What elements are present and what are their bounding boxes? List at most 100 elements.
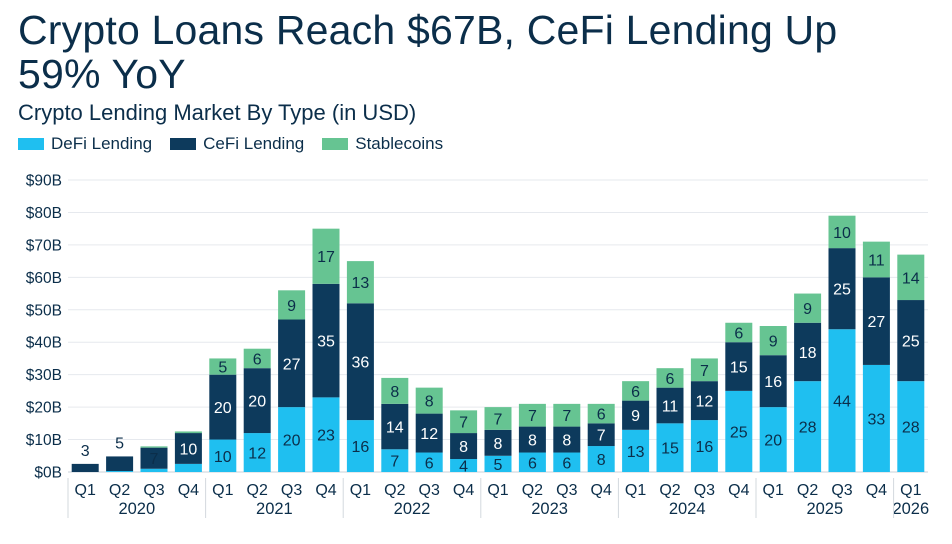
bar-segment-stablecoins — [381, 377, 409, 404]
bar-segment-defi — [828, 329, 856, 472]
x-tick-label: Q2 — [247, 482, 268, 499]
chart-title: Crypto Loans Reach $67B, CeFi Lending Up… — [18, 7, 838, 97]
data-label: 7 — [700, 363, 709, 380]
bar-segment-defi — [174, 463, 202, 472]
bar-segment-stablecoins — [518, 403, 546, 427]
y-tick-label: $70B — [26, 237, 62, 254]
legend-label-defi: DeFi Lending — [51, 134, 153, 153]
data-label: 11 — [662, 398, 679, 415]
x-tick-label: Q1 — [763, 482, 784, 499]
x-tick-label: Q3 — [694, 482, 715, 499]
bar-segment-cefi — [622, 400, 650, 430]
bar-segment-stablecoins — [690, 358, 718, 382]
data-label: 13 — [627, 444, 645, 461]
bar-segment-cefi — [346, 303, 374, 421]
data-label: 8 — [562, 433, 571, 450]
data-label: 7 — [390, 454, 399, 471]
data-label: 27 — [868, 314, 886, 331]
bar-segment-cefi — [71, 463, 99, 472]
data-label: 6 — [597, 407, 606, 424]
data-label: 5 — [115, 435, 124, 452]
bar-segment-stablecoins — [553, 403, 581, 427]
bar-segment-stablecoins — [243, 348, 271, 369]
bar-segment-cefi — [656, 387, 684, 424]
data-label: 6 — [666, 371, 675, 388]
x-tick-label: Q4 — [315, 482, 336, 499]
bar-segment-defi — [209, 439, 237, 472]
data-label: 36 — [352, 355, 370, 372]
year-label: 2025 — [806, 500, 843, 518]
legend-swatch-cefi — [170, 138, 197, 150]
data-label: 9 — [803, 301, 812, 318]
bar-segment-defi — [622, 429, 650, 472]
data-label: 7 — [562, 408, 571, 425]
bar-segment-defi — [106, 471, 134, 472]
data-label: 6 — [528, 455, 537, 472]
bar-segment-stablecoins — [759, 326, 787, 356]
data-label: 6 — [631, 384, 640, 401]
bar-segment-cefi — [381, 403, 409, 450]
bar-segment-stablecoins — [725, 322, 753, 343]
bar-segment-defi — [518, 452, 546, 472]
y-tick-label: $10B — [26, 432, 62, 449]
bar-segment-defi — [278, 407, 306, 472]
bar-segment-cefi — [415, 413, 443, 453]
data-label: 20 — [283, 433, 301, 450]
bar-segment-cefi — [862, 277, 890, 365]
data-label: 25 — [902, 334, 920, 351]
data-label: 13 — [352, 275, 370, 292]
data-label: 8 — [494, 436, 503, 453]
x-tick-label: Q3 — [419, 482, 440, 499]
data-label: 28 — [902, 420, 920, 437]
bar-segment-cefi — [897, 300, 925, 382]
bar-segment-cefi — [759, 355, 787, 408]
data-label: 25 — [730, 424, 748, 441]
x-tick-label: Q1 — [212, 482, 233, 499]
x-tick-label: Q4 — [453, 482, 474, 499]
bar-segment-defi — [862, 364, 890, 472]
bar-segment-stablecoins — [862, 241, 890, 278]
y-tick-label: $50B — [26, 302, 62, 319]
data-label: 6 — [562, 455, 571, 472]
y-tick-label: $80B — [26, 205, 62, 222]
bar-segment-cefi — [518, 426, 546, 453]
legend-swatch-stablecoins — [322, 138, 349, 150]
chart-subtitle: Crypto Lending Market By Type (in USD) — [18, 100, 417, 125]
x-tick-label: Q1 — [487, 482, 508, 499]
bar-segment-stablecoins — [209, 358, 237, 375]
x-tick-label: Q4 — [728, 482, 749, 499]
bar-segment-defi — [690, 420, 718, 472]
data-label: 7 — [528, 408, 537, 425]
year-label: 2020 — [118, 500, 155, 518]
y-tick-label: $60B — [26, 270, 62, 287]
data-label: 44 — [833, 394, 851, 411]
y-tick-label: $0B — [34, 465, 62, 482]
data-label: 16 — [764, 374, 782, 391]
legend-swatch-defi — [18, 138, 44, 150]
data-label: 6 — [253, 351, 262, 368]
x-tick-label: Q3 — [556, 482, 577, 499]
data-label: 15 — [661, 441, 679, 458]
data-label: 16 — [352, 439, 370, 456]
bar-segment-cefi — [794, 322, 822, 382]
bar-segment-stablecoins — [897, 254, 925, 301]
x-tick-label: Q3 — [143, 482, 164, 499]
x-tick-label: Q2 — [109, 482, 130, 499]
bar-segment-defi — [140, 468, 168, 472]
bar-segment-cefi — [174, 433, 202, 464]
data-label: 8 — [425, 394, 434, 411]
bar-segment-cefi — [587, 423, 615, 447]
data-label: 20 — [214, 400, 232, 417]
bar-segment-cefi — [725, 342, 753, 391]
data-label: 10 — [214, 449, 232, 466]
bar-segment-cefi — [140, 447, 168, 469]
data-label: 8 — [597, 452, 606, 469]
data-label: 9 — [769, 334, 778, 351]
bar-segment-cefi — [243, 368, 271, 434]
bar-segment-defi — [725, 390, 753, 472]
bar-segment-cefi — [553, 426, 581, 453]
bar-segment-stablecoins — [794, 293, 822, 323]
data-label: 15 — [730, 360, 748, 377]
bar-segment-stablecoins — [656, 368, 684, 388]
data-label: 27 — [283, 356, 301, 373]
